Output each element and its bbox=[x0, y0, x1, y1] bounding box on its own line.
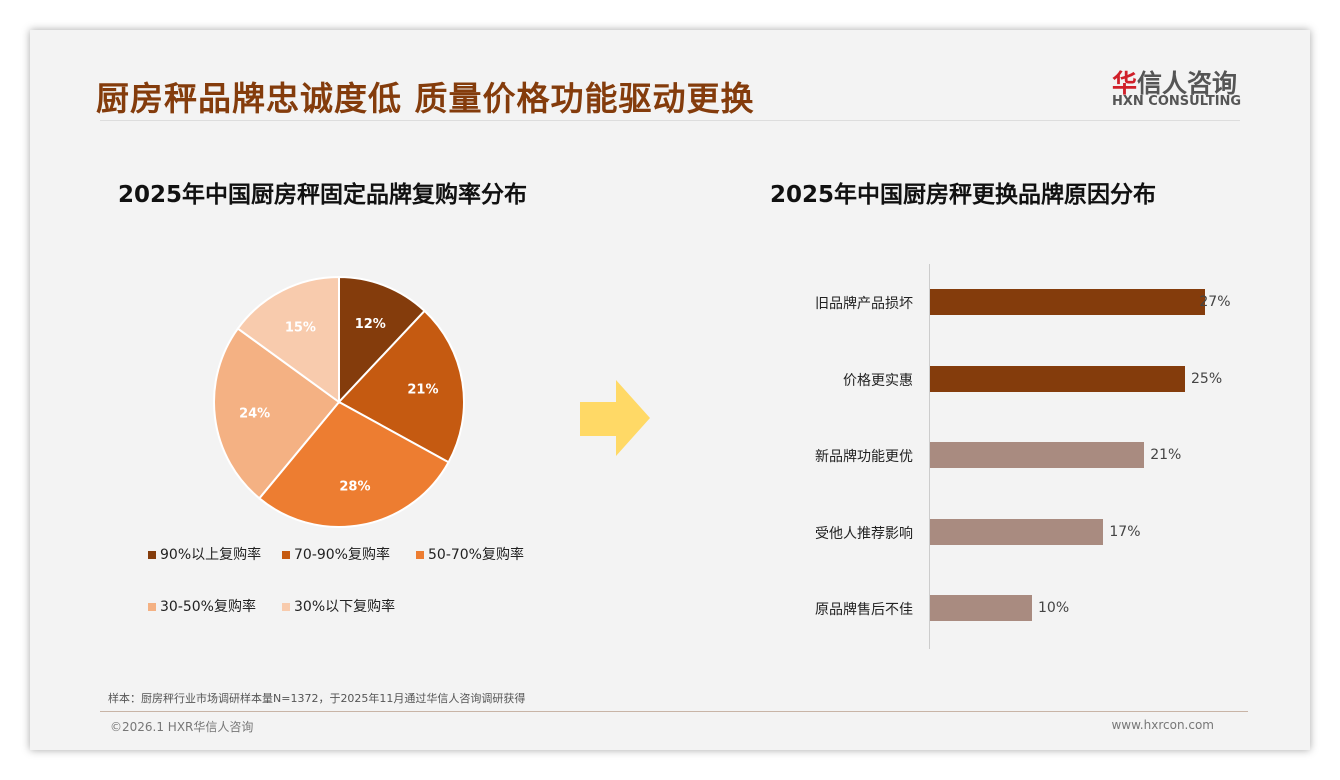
pie-slice bbox=[338, 275, 426, 405]
bar-value-label: 10% bbox=[1038, 600, 1070, 616]
slide: 厨房秤品牌忠诚度低 质量价格功能驱动更换 华信人咨询 HXN CONSULTIN… bbox=[30, 30, 1310, 750]
pie-data-label: 28% bbox=[339, 479, 370, 494]
website-link[interactable]: www.hxrcon.com bbox=[1111, 718, 1214, 732]
page-title: 厨房秤品牌忠诚度低 质量价格功能驱动更换 bbox=[96, 79, 755, 118]
logo-en: HXN CONSULTING bbox=[1112, 94, 1242, 109]
copyright: ©2026.1 HXR华信人咨询 bbox=[110, 720, 254, 734]
legend-label: 50-70%复购率 bbox=[428, 547, 524, 563]
legend-item: 30-50%复购率 bbox=[148, 596, 256, 616]
legend-item: 70-90%复购率 bbox=[282, 544, 390, 564]
bar-value-label: 21% bbox=[1150, 447, 1182, 463]
logo: 华信人咨询 bbox=[1112, 69, 1238, 98]
divider bbox=[100, 120, 1240, 121]
legend-swatch bbox=[282, 603, 290, 611]
bar-axis bbox=[929, 264, 930, 649]
bar bbox=[930, 442, 1145, 468]
bar bbox=[930, 518, 1104, 545]
bar bbox=[930, 365, 1185, 392]
sample-note: 样本：厨房秤行业市场调研样本量N=1372，于2025年11月通过华信人咨询调研… bbox=[108, 692, 526, 705]
bar bbox=[930, 289, 1206, 315]
bar-category-label: 原品牌售后不佳 bbox=[815, 602, 913, 618]
bar bbox=[930, 595, 1032, 621]
pie-data-label: 12% bbox=[355, 317, 386, 332]
bar-category-label: 新品牌功能更优 bbox=[815, 449, 913, 465]
legend-label: 30-50%复购率 bbox=[160, 599, 256, 615]
pie-title: 2025年中国厨房秤固定品牌复购率分布 bbox=[118, 182, 528, 208]
pie-data-label: 24% bbox=[239, 407, 270, 422]
arrow-icon bbox=[580, 380, 650, 456]
pie-slice bbox=[257, 400, 450, 528]
pie-data-label: 21% bbox=[407, 383, 438, 398]
legend-swatch bbox=[416, 551, 424, 559]
pie-slice bbox=[337, 309, 465, 464]
legend-label: 30%以下复购率 bbox=[294, 599, 396, 615]
bar-category-label: 价格更实惠 bbox=[843, 372, 913, 389]
legend-swatch bbox=[148, 603, 156, 611]
pie-chart: 12% 21% 28% 24% 15% bbox=[213, 275, 465, 528]
bar-category-label: 受他人推荐影响 bbox=[815, 525, 913, 542]
legend-item: 90%以上复购率 bbox=[148, 544, 261, 564]
legend-label: 90%以上复购率 bbox=[160, 547, 262, 563]
legend-item: 30%以下复购率 bbox=[282, 596, 395, 616]
bar-value-label: 17% bbox=[1109, 523, 1141, 540]
pie-data-label: 15% bbox=[285, 320, 316, 335]
bar-title: 2025年中国厨房秤更换品牌原因分布 bbox=[770, 182, 1157, 208]
footer-divider bbox=[100, 711, 1248, 712]
legend-label: 70-90%复购率 bbox=[294, 547, 390, 563]
bar-value-label: 25% bbox=[1191, 370, 1223, 387]
pie-slice bbox=[213, 327, 341, 500]
legend-swatch bbox=[282, 551, 290, 559]
legend-item: 50-70%复购率 bbox=[416, 544, 524, 564]
legend-swatch bbox=[148, 551, 156, 559]
pie-slice bbox=[236, 275, 340, 404]
bar-value-label: 27% bbox=[1199, 294, 1231, 310]
bar-category-label: 旧品牌产品损坏 bbox=[815, 296, 913, 312]
